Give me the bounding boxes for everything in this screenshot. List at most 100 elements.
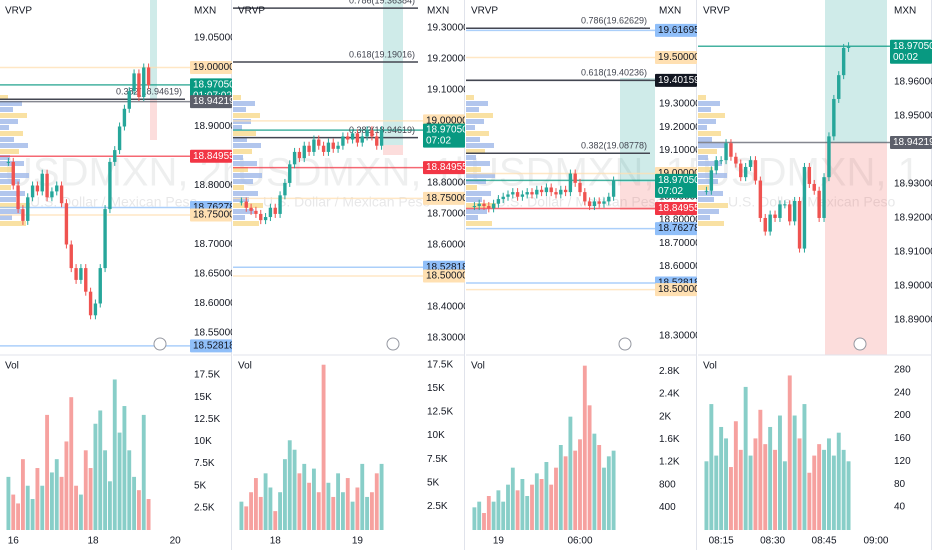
price-badge-label: 18.84955 <box>658 203 700 214</box>
y-tick-label: 19.30000 <box>659 99 701 110</box>
volume-bar <box>107 481 112 530</box>
volume-bar <box>122 406 127 530</box>
volume-profile-bar <box>698 155 708 160</box>
volume-profile-bar <box>698 137 712 142</box>
candle-body <box>292 151 297 165</box>
volume-tick-label: 800 <box>659 479 676 490</box>
volume-profile-bar <box>466 191 491 196</box>
price-badge <box>190 60 232 74</box>
candle-body <box>297 151 302 159</box>
volume-bar <box>554 467 558 530</box>
price-badge <box>190 208 232 222</box>
candle-body <box>283 182 287 196</box>
price-badge-label: 18.97050 <box>426 125 468 136</box>
volume-profile-bar <box>466 143 494 148</box>
y-tick-label: 19.20000 <box>659 122 701 133</box>
price-badge-label: 18.76278 <box>193 202 235 213</box>
volume-profile-bar <box>466 131 489 136</box>
volume-profile-bar <box>0 179 20 184</box>
volume-profile-bar <box>698 113 725 118</box>
candle-body <box>544 187 549 193</box>
candle-body <box>709 170 714 191</box>
candle-body <box>132 73 136 92</box>
volume-label: Vol <box>5 361 19 372</box>
event-icon[interactable] <box>153 337 167 351</box>
volume-profile-bar <box>466 203 496 208</box>
candle-body <box>74 268 78 280</box>
volume-profile-bar <box>698 215 710 220</box>
volume-profile-bar <box>466 167 481 172</box>
candle-body <box>832 98 836 137</box>
volume-bar <box>763 444 768 530</box>
y-tick-label: 18.60000 <box>659 261 701 272</box>
candle-body <box>336 145 340 149</box>
volume-profile-bar <box>466 185 477 190</box>
volume-bar <box>11 494 16 530</box>
candle-body <box>587 201 592 207</box>
volume-bar <box>282 459 287 530</box>
fib-label: 0.382(18.94619) <box>116 87 182 97</box>
volume-profile-bar <box>466 221 492 226</box>
price-badge <box>655 23 697 37</box>
volume-bar <box>345 478 350 530</box>
volume-bar <box>350 501 355 530</box>
volume-bar <box>719 426 724 530</box>
candle-body <box>117 126 122 151</box>
candle-body <box>739 163 743 178</box>
volume-profile-bar <box>466 95 474 100</box>
x-tick-label: 19 <box>352 536 364 547</box>
y-tick-label: 18.90000 <box>194 121 236 132</box>
volume-tick-label: 120 <box>894 456 911 467</box>
volume-profile-bar <box>0 149 19 154</box>
volume-bar <box>302 463 307 530</box>
volume-bar <box>326 482 331 530</box>
volume-bar <box>78 494 83 530</box>
price-badge <box>655 173 697 198</box>
event-icon[interactable] <box>853 337 867 351</box>
candle-body <box>501 196 505 200</box>
y-tick-label: 18.70000 <box>659 238 701 249</box>
y-tick-label: 18.70000 <box>427 209 469 220</box>
candle-body <box>515 192 520 197</box>
price-badge <box>655 73 697 87</box>
candle-body <box>137 73 141 97</box>
event-icon[interactable] <box>618 337 632 351</box>
volume-bar <box>587 405 592 530</box>
candle-body <box>268 207 273 218</box>
volume-bar <box>841 449 846 530</box>
volume-bar <box>822 449 827 530</box>
volume-bar <box>316 492 321 530</box>
volume-tick-label: 2.5K <box>194 503 215 514</box>
x-tick-label: 20 <box>170 536 182 547</box>
volume-label: Vol <box>471 361 485 372</box>
volume-bar <box>549 484 554 530</box>
candle-body <box>346 136 350 140</box>
volume-profile-bar <box>233 131 256 136</box>
volume-tick-label: 240 <box>894 387 911 398</box>
x-tick-label: 06:00 <box>567 536 592 547</box>
volume-profile-bar <box>0 95 8 100</box>
volume-tick-label: 17.5K <box>194 370 220 381</box>
volume-profile-bar <box>0 143 28 148</box>
volume-bar <box>758 409 763 530</box>
volume-bar <box>136 490 141 530</box>
indicator-label: VRVP <box>238 6 265 17</box>
volume-profile-bar <box>698 95 706 100</box>
volume-bar <box>525 496 530 530</box>
volume-profile-bar <box>698 143 726 148</box>
event-icon[interactable] <box>386 337 400 351</box>
volume-profile-bar <box>698 209 719 214</box>
volume-profile-bar <box>0 203 30 208</box>
volume-profile-bar <box>0 131 23 136</box>
candle-body <box>302 145 306 159</box>
volume-profile-bar <box>698 131 721 136</box>
volume-profile-bar <box>0 221 26 226</box>
fib-label: 0.786(19.36384) <box>349 0 415 5</box>
volume-bar <box>491 501 496 530</box>
volume-profile-bar <box>0 137 14 142</box>
candle-body <box>506 194 510 197</box>
volume-profile-bar <box>0 107 13 112</box>
candle-body <box>249 207 253 211</box>
volume-profile-bar <box>466 215 478 220</box>
volume-profile-bar <box>233 191 258 196</box>
